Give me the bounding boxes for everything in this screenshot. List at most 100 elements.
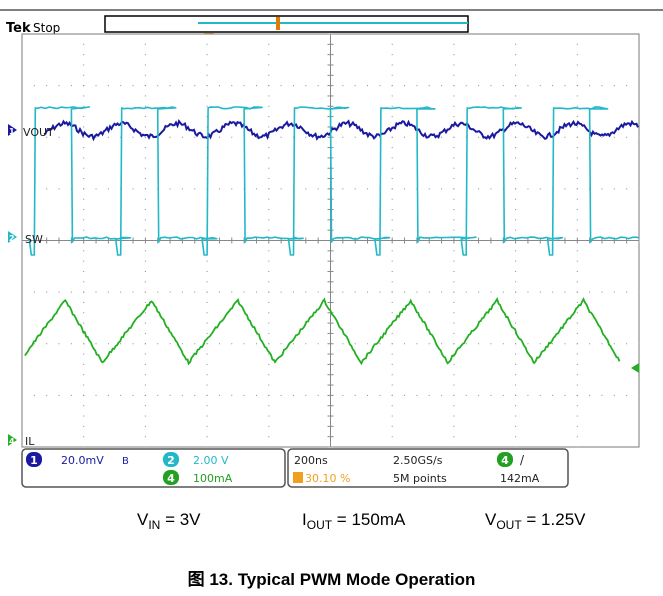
grid-dot	[576, 178, 578, 180]
grid-dot	[391, 147, 393, 149]
grid-dot	[144, 95, 146, 97]
grid-dot	[453, 116, 455, 118]
grid-dot	[206, 281, 208, 283]
grid-dot	[342, 188, 344, 190]
sw-trace	[28, 106, 640, 256]
grid-dot	[515, 291, 517, 293]
grid-dot	[428, 394, 430, 396]
grid-dot	[206, 425, 208, 427]
grid-dot	[83, 353, 85, 355]
grid-dot	[576, 446, 578, 448]
grid-dot	[391, 167, 393, 169]
grid-dot	[144, 415, 146, 417]
grid-dot	[132, 188, 134, 190]
grid-dot	[268, 178, 270, 180]
grid-dot	[391, 157, 393, 159]
grid-dot	[268, 229, 270, 231]
trigger-source-number: 4	[501, 454, 509, 467]
grid-dot	[206, 322, 208, 324]
grid-dot	[46, 343, 48, 345]
grid-dot	[58, 291, 60, 293]
grid-dot	[441, 136, 443, 138]
iout-symbol: I	[302, 510, 307, 529]
grid-dot	[144, 209, 146, 211]
grid-dot	[218, 291, 220, 293]
grid-dot	[144, 312, 146, 314]
grid-dot	[144, 343, 146, 345]
grid-dot	[268, 343, 270, 345]
grid-dot	[157, 394, 159, 396]
grid-dot	[576, 136, 578, 138]
grid-dot	[218, 85, 220, 87]
grid-dot	[255, 85, 257, 87]
grid-dot	[292, 394, 294, 396]
grid-dot	[206, 405, 208, 407]
grid-dot	[181, 291, 183, 293]
grid-dot	[515, 136, 517, 138]
grid-dot	[144, 105, 146, 107]
grid-dot	[70, 343, 72, 345]
grid-dot	[144, 405, 146, 407]
grid-dot	[206, 54, 208, 56]
grid-dot	[626, 394, 628, 396]
grid-dot	[83, 436, 85, 438]
grid-dot	[613, 291, 615, 293]
grid-dot	[391, 219, 393, 221]
grid-dot	[576, 157, 578, 159]
grid-dot	[638, 291, 640, 293]
grid-dot	[539, 188, 541, 190]
grid-dot	[478, 136, 480, 138]
grid-dot	[194, 394, 196, 396]
grid-dot	[453, 436, 455, 438]
grid-dot	[120, 394, 122, 396]
grid-dot	[70, 85, 72, 87]
grid-dot	[478, 85, 480, 87]
grid-dot	[144, 198, 146, 200]
grid-dot	[576, 198, 578, 200]
grid-dot	[626, 136, 628, 138]
grid-dot	[268, 54, 270, 56]
grid-dot	[391, 85, 393, 87]
grid-dot	[83, 405, 85, 407]
grid-dot	[144, 260, 146, 262]
grid-dot	[515, 425, 517, 427]
grid-dot	[255, 136, 257, 138]
vout-subscript: OUT	[496, 518, 522, 532]
grid-dot	[367, 394, 369, 396]
grid-dot	[601, 85, 603, 87]
grid-dot	[58, 85, 60, 87]
grid-dot	[391, 260, 393, 262]
grid-dot	[144, 301, 146, 303]
ch2-badge-number: 2	[167, 454, 175, 467]
grid-dot	[255, 188, 257, 190]
grid-dot	[169, 85, 171, 87]
ch1-scale: 20.0mV	[61, 454, 104, 467]
grid-dot	[515, 167, 517, 169]
grid-dot	[527, 291, 529, 293]
grid-dot	[441, 188, 443, 190]
grid-dot	[453, 291, 455, 293]
grid-dot	[564, 343, 566, 345]
grid-dot	[95, 85, 97, 87]
trigger-position: 30.10 %	[305, 472, 350, 485]
grid-dot	[391, 116, 393, 118]
ch4-scale: 100mA	[193, 472, 233, 485]
grid-dot	[391, 353, 393, 355]
grid-dot	[58, 394, 60, 396]
grid-dot	[46, 291, 48, 293]
grid-dot	[391, 198, 393, 200]
grid-dot	[292, 343, 294, 345]
grid-dot	[379, 85, 381, 87]
trigger-source-badge	[497, 452, 513, 467]
grid-dot	[268, 116, 270, 118]
grid-dot	[83, 394, 85, 396]
grid-dot	[453, 157, 455, 159]
grid-dot	[515, 405, 517, 407]
grid-dot	[206, 85, 208, 87]
grid-dot	[83, 64, 85, 66]
grid-dot	[46, 394, 48, 396]
grid-dot	[144, 167, 146, 169]
grid-dot	[268, 105, 270, 107]
grid-dot	[95, 343, 97, 345]
grid-dot	[539, 343, 541, 345]
